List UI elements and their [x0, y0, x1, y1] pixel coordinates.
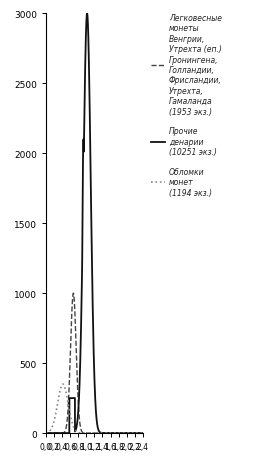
Legend: Легковесные
монеты
Венгрии,
Утрехта (еп.)
Гронингена,
Голландии,
Фрисландии,
Утр: Легковесные монеты Венгрии, Утрехта (еп.… [151, 14, 221, 197]
